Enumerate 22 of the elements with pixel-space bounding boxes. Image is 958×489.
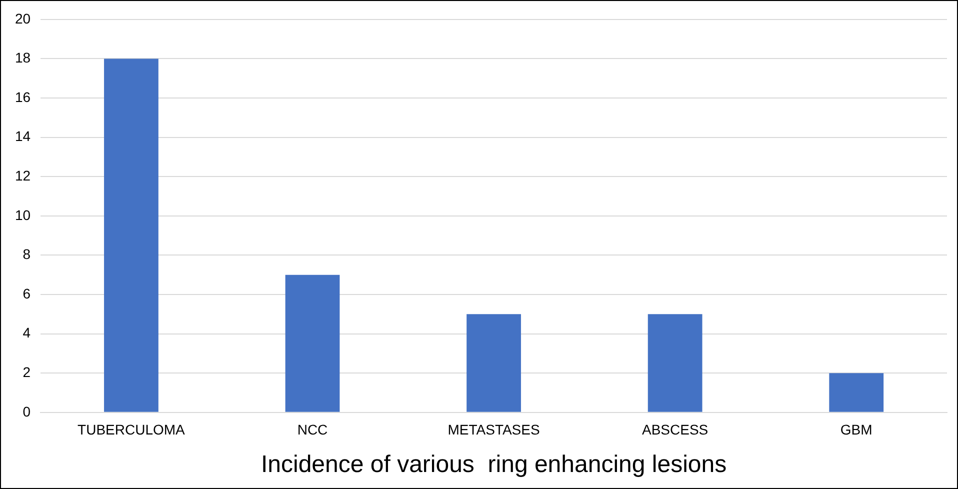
y-tick-label: 6 [22, 285, 31, 302]
bar [466, 314, 521, 412]
bar [829, 373, 884, 412]
y-tick-label: 14 [14, 128, 31, 144]
y-tick-label: 20 [14, 10, 31, 26]
y-tick-label: 4 [22, 324, 31, 341]
y-tick-label: 0 [22, 403, 31, 420]
y-tick-label: 8 [22, 246, 31, 262]
x-tick-label: TUBERCULOMA [78, 422, 186, 438]
bar [104, 58, 158, 412]
x-tick-label: GBM [840, 422, 872, 438]
x-tick-label: ABSCESS [642, 422, 708, 438]
x-tick-label: METASTASES [448, 422, 540, 438]
x-tick-label: NCC [297, 422, 328, 438]
y-tick-label: 12 [14, 167, 31, 184]
y-tick-label: 16 [14, 88, 31, 105]
bar [648, 314, 702, 412]
y-tick-label: 18 [14, 50, 31, 66]
x-axis-title: Incidence of various ring enhancing lesions [260, 451, 727, 478]
y-tick-label: 10 [14, 206, 31, 223]
bar [285, 274, 340, 412]
y-tick-label: 2 [22, 364, 31, 380]
